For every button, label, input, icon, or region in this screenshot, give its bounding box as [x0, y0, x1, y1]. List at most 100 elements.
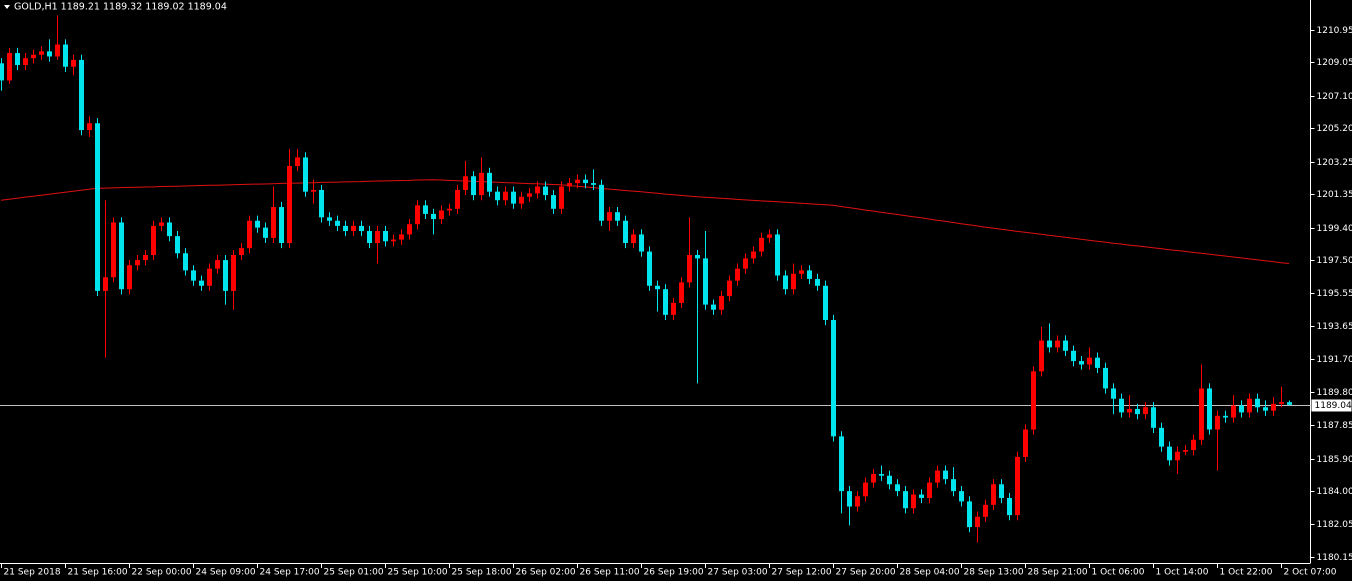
candle-body: [1031, 371, 1036, 430]
x-tick-label: 21 Sep 2018: [4, 568, 61, 578]
candle-body: [535, 186, 540, 194]
candle-body: [559, 186, 564, 209]
candle-body: [1191, 439, 1196, 451]
candle-body: [175, 236, 180, 254]
candle-body: [319, 189, 324, 218]
candle-body: [703, 258, 708, 305]
y-tick-label: 1180.15: [1317, 553, 1352, 563]
last-price-label: 1189.04: [1315, 401, 1352, 411]
candle-body: [655, 285, 660, 290]
candle-body: [1063, 340, 1068, 351]
candle-body: [1127, 408, 1132, 413]
menu-triangle[interactable]: [4, 5, 10, 9]
x-tick-label: 26 Sep 19:00: [644, 568, 704, 578]
candle-body: [711, 304, 716, 310]
candle-body: [935, 470, 940, 483]
candle-body: [423, 205, 428, 214]
candle-body: [519, 196, 524, 204]
candle-body: [759, 237, 764, 252]
candle-body: [439, 210, 444, 220]
candle-body: [255, 220, 260, 228]
candle-body: [391, 239, 396, 242]
candle-body: [911, 494, 916, 509]
candle-body: [71, 59, 76, 67]
candle-body: [143, 254, 148, 261]
candle-body: [359, 225, 364, 232]
x-tick-label: 25 Sep 01:00: [324, 568, 384, 578]
y-tick-label: 1193.65: [1317, 322, 1352, 332]
candle-body: [367, 231, 372, 243]
candle-body: [415, 205, 420, 225]
candle-body: [879, 474, 884, 476]
candle-body: [1023, 429, 1028, 457]
y-tick-label: 1197.50: [1317, 256, 1352, 266]
candle-body: [799, 270, 804, 274]
candle-body: [511, 191, 516, 204]
candle-body: [471, 176, 476, 196]
y-tick-label: 1185.90: [1317, 455, 1352, 465]
y-tick-label: 1205.20: [1317, 124, 1352, 134]
candle-body: [39, 51, 44, 55]
candle-body: [863, 482, 868, 497]
candle-body: [223, 260, 228, 291]
candle-body: [1199, 388, 1204, 440]
candle-body: [1111, 388, 1116, 399]
candle-body: [1055, 340, 1060, 348]
candle-body: [199, 280, 204, 286]
candle-body: [991, 484, 996, 505]
candle-body: [903, 491, 908, 509]
candle-body: [527, 193, 532, 197]
candle-body: [1151, 407, 1156, 428]
y-tick-label: 1209.05: [1317, 58, 1352, 68]
candle-body: [999, 484, 1004, 498]
candle-body: [919, 494, 924, 498]
candle-body: [47, 51, 52, 57]
y-tick-label: 1191.70: [1317, 355, 1352, 365]
candle-body: [783, 275, 788, 290]
candle-body: [967, 501, 972, 528]
x-tick-label: 2 Oct 07:00: [1284, 568, 1337, 578]
candle-body: [1119, 398, 1124, 413]
candle-body: [695, 254, 700, 259]
candle-body: [63, 44, 68, 67]
candle-body: [815, 278, 820, 286]
candle-body: [183, 253, 188, 271]
candle-body: [1047, 340, 1052, 348]
x-tick-label: 1 Oct 14:00: [1156, 568, 1209, 578]
candle-body: [1271, 403, 1276, 411]
candle-body: [23, 58, 28, 66]
candle-body: [551, 195, 556, 209]
candle-body: [1039, 340, 1044, 372]
candle-body: [455, 189, 460, 209]
moving-average: [0, 179, 1290, 264]
y-tick-label: 1184.00: [1317, 487, 1352, 497]
candle-body: [15, 53, 20, 66]
candle-body: [839, 436, 844, 492]
x-tick-label: 24 Sep 17:00: [260, 568, 320, 578]
candle-body: [823, 285, 828, 321]
candle-body: [31, 54, 36, 59]
candle-body: [159, 222, 164, 226]
candle-body: [591, 183, 596, 185]
x-tick-label: 28 Sep 04:00: [900, 568, 960, 578]
x-tick-label: 27 Sep 20:00: [836, 568, 896, 578]
candle-body: [1071, 350, 1076, 362]
y-tick-label: 1187.85: [1317, 421, 1352, 431]
candle-body: [167, 222, 172, 237]
candle-body: [583, 179, 588, 184]
candle-body: [599, 184, 604, 221]
candle-body: [487, 172, 492, 192]
candle-body: [311, 189, 316, 192]
candle-body: [1079, 361, 1084, 365]
x-tick-label: 24 Sep 09:00: [196, 568, 256, 578]
candle-body: [855, 496, 860, 507]
x-tick-label: 1 Oct 06:00: [1092, 568, 1145, 578]
candle-body: [231, 254, 236, 291]
candle-body: [1103, 367, 1108, 389]
candle-body: [239, 248, 244, 255]
candle-body: [215, 260, 220, 269]
candle-body: [327, 217, 332, 221]
candle-body: [791, 273, 796, 290]
candle-body: [1215, 415, 1220, 430]
